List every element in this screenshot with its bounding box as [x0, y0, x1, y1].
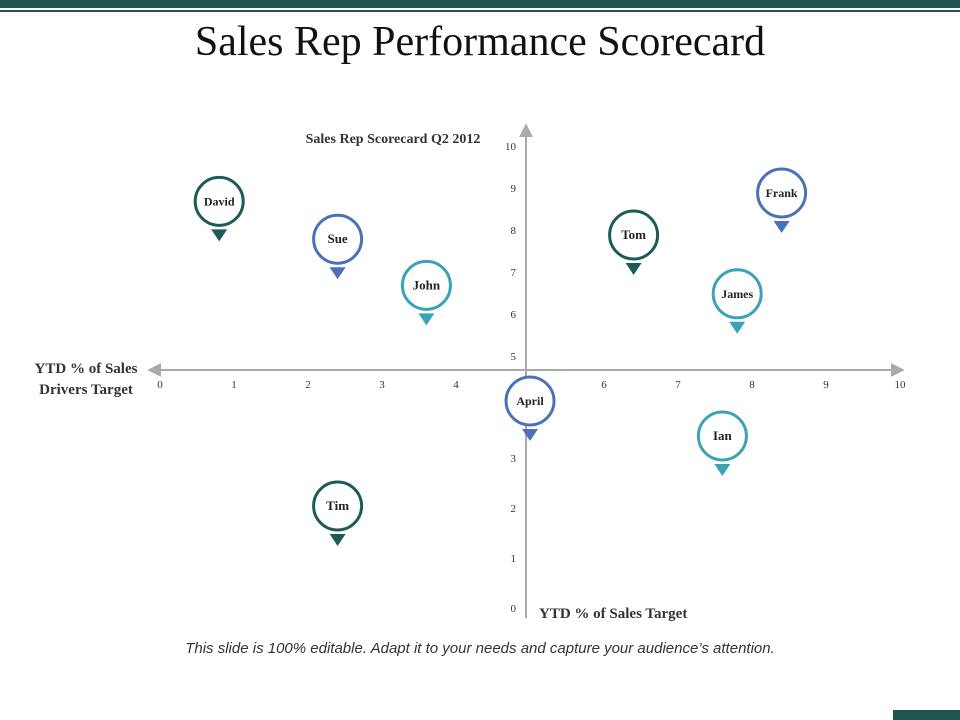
y-tick-label: 8	[511, 225, 517, 237]
rep-marker-tom: Tom	[608, 209, 660, 275]
marker-circle	[711, 268, 763, 320]
x-tick-label: 0	[157, 379, 163, 391]
rep-marker-john: John	[400, 259, 452, 326]
x-tick-label: 2	[305, 379, 311, 391]
marker-label: Frank	[766, 186, 798, 200]
rep-marker-tim: Tim	[312, 480, 364, 546]
marker-pointer	[418, 313, 435, 326]
marker-pointer	[773, 221, 790, 233]
marker-label: April	[516, 394, 544, 408]
rep-marker-david: David	[193, 175, 245, 242]
rep-marker-sue: Sue	[312, 213, 364, 280]
marker-label: Tom	[621, 227, 646, 242]
x-tick-label: 6	[601, 379, 607, 391]
marker-circle	[312, 213, 364, 265]
marker-pointer	[714, 464, 731, 476]
marker-pointer	[625, 263, 642, 275]
marker-pointer	[211, 229, 228, 242]
y-tick-label: 7	[511, 267, 517, 279]
y-tick-label: 10	[505, 141, 517, 153]
marker-pointer	[329, 267, 346, 280]
rep-marker-april: April	[504, 375, 556, 441]
x-tick-label: 3	[379, 379, 385, 391]
marker-pointer	[729, 321, 746, 334]
corner-accent	[893, 710, 960, 720]
top-accent-bar	[0, 0, 960, 8]
x-tick-label: 7	[675, 379, 681, 391]
y-tick-label: 0	[511, 603, 517, 615]
marker-pointer	[329, 534, 346, 546]
marker-pointer	[522, 429, 538, 441]
marker-label: James	[721, 287, 753, 301]
x-tick-label: 10	[895, 379, 907, 391]
slide-title: Sales Rep Performance Scorecard	[194, 19, 766, 65]
x-axis-label-line2: Drivers Target	[39, 382, 133, 398]
x-tick-label: 9	[823, 379, 829, 391]
y-tick-label: 3	[511, 453, 517, 465]
y-tick-label: 1	[511, 553, 517, 565]
marker-circle	[400, 259, 452, 311]
rep-marker-ian: Ian	[696, 410, 748, 476]
marker-label: Ian	[713, 428, 733, 443]
y-tick-label: 6	[511, 309, 517, 321]
marker-circle	[312, 480, 364, 532]
marker-circle	[696, 410, 748, 462]
marker-circle	[756, 167, 808, 219]
x-tick-label: 4	[453, 379, 459, 391]
x-tick-label: 1	[231, 379, 237, 391]
rep-marker-james: James	[711, 268, 763, 334]
marker-label: David	[204, 194, 235, 208]
rep-marker-frank: Frank	[756, 167, 808, 233]
slide-footer-note: This slide is 100% editable. Adapt it to…	[185, 640, 775, 657]
marker-label: John	[413, 277, 441, 292]
y-tick-label: 9	[511, 183, 517, 195]
x-axis-label-line1: YTD % of Sales	[35, 361, 138, 377]
marker-label: Sue	[327, 231, 347, 246]
x-tick-label: 8	[749, 379, 755, 391]
marker-label: Tim	[326, 498, 349, 513]
y-tick-label: 5	[511, 351, 517, 363]
y-axis-label: YTD % of Sales Target	[539, 606, 687, 622]
top-accent-line	[0, 10, 960, 12]
marker-circle	[608, 209, 660, 261]
marker-circle	[504, 375, 556, 427]
chart-title: Sales Rep Scorecard Q2 2012	[306, 132, 481, 147]
y-tick-label: 2	[511, 503, 517, 515]
marker-circle	[193, 175, 245, 227]
